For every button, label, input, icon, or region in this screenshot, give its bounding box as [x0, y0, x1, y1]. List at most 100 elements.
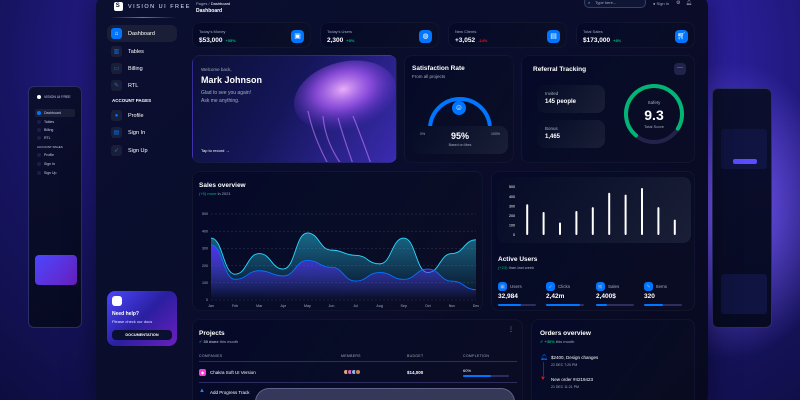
x-tick-label: Feb: [232, 304, 238, 308]
table-divider: [199, 382, 517, 383]
header-signin-link[interactable]: ● Sign In: [653, 1, 669, 6]
active-users-change: (+23): [498, 265, 508, 270]
cart-icon: 🛒︎: [675, 30, 688, 43]
metric-progress-bar: [498, 304, 536, 306]
search-icon: ⌕: [588, 0, 591, 5]
stat-change: +55%: [225, 38, 236, 43]
preview-logo-text: VISION UI FREE: [44, 95, 71, 99]
member-avatars: [343, 369, 361, 375]
projects-title: Projects: [199, 330, 225, 337]
documentation-button[interactable]: DOCUMENTATION: [112, 330, 172, 340]
projects-menu-button[interactable]: ⋮: [508, 327, 514, 333]
help-subtitle: Please check our docs: [112, 319, 153, 324]
y-tick-label: 100: [202, 281, 208, 285]
breadcrumb-current: Dashboard: [210, 1, 231, 6]
welcome-greeting: Welcome back,: [201, 67, 232, 72]
sales-overview-card: Sales overview (+5) more in 2021 500 400 3…: [192, 171, 483, 311]
preview-nav-tables: Tables: [37, 120, 54, 124]
breadcrumb: Pages / Dashboard: [196, 1, 230, 6]
active-users-subtitle: (+23) than last week: [498, 265, 534, 270]
preview-nav-label: Sign In: [44, 162, 55, 166]
more-options-button[interactable]: ···: [674, 63, 686, 75]
referral-invited-value: 145 people: [545, 99, 577, 105]
build-icon: ✎: [644, 282, 653, 291]
satisfaction-subtitle: From all projects: [412, 74, 446, 79]
build-icon: ✎: [111, 80, 122, 91]
breadcrumb-parent[interactable]: Pages /: [196, 1, 210, 6]
sales-year: in 2021: [217, 191, 231, 196]
welcome-name: Mark Johnson: [201, 75, 263, 85]
orders-subtitle: ✔ +30% this month: [540, 339, 574, 344]
column-header-budget: BUDGET: [407, 354, 424, 358]
logo-text: VISION UI FREE: [128, 3, 191, 10]
stat-value-row: 2,300 +5%: [327, 37, 354, 44]
x-tick-label: Sep: [401, 304, 407, 308]
sidebar-item-dashboard[interactable]: ⌂ Dashboard: [107, 25, 177, 42]
right-preview-screen: [712, 88, 772, 328]
safety-score-label: Total Score: [643, 124, 664, 129]
bar: [608, 192, 611, 235]
chart-icon: ▥: [111, 46, 122, 57]
metric-label: Items: [656, 284, 668, 289]
sidebar-item-profile[interactable]: ● Profile: [107, 107, 177, 124]
stat-value-row: +3,052 -14%: [455, 37, 487, 44]
y-tick-label: 400: [202, 229, 208, 233]
help-title: Need help?: [112, 311, 139, 317]
search-input[interactable]: ⌕ Type here...: [584, 0, 646, 8]
series-line: [210, 244, 477, 291]
bar: [542, 211, 545, 235]
brand-logo[interactable]: S VISION UI FREE: [114, 2, 191, 11]
orders-title: Orders overview: [540, 330, 591, 337]
order-title: New order #4219423: [551, 377, 594, 382]
sidebar-item-label: RTL: [128, 82, 139, 89]
sidebar-item-rtl[interactable]: ✎ RTL: [107, 77, 177, 94]
bar: [624, 194, 627, 235]
column-header-companies: COMPANIES: [199, 354, 223, 358]
x-tick-label: Jun: [329, 304, 335, 308]
y-tick-label: 300: [202, 247, 208, 251]
x-tick-label: Jan: [208, 304, 214, 308]
sidebar-item-signup[interactable]: ➶ Sign Up: [107, 142, 177, 159]
logo-mark-icon: S: [114, 2, 123, 11]
safety-score-ring: [624, 84, 684, 144]
html5-icon: ▼: [540, 376, 546, 382]
welcome-card: Welcome back, Mark Johnson Glad to see y…: [192, 55, 397, 163]
stat-label: New Clients: [455, 29, 477, 34]
tap-to-record-label: Tap to record: [201, 148, 225, 153]
bar: [526, 204, 529, 235]
jellyfish-image: [294, 60, 396, 162]
preview-nav-billing: Billing: [37, 128, 53, 132]
x-tick-label: May: [304, 304, 311, 308]
sidebar-item-tables[interactable]: ▥ Tables: [107, 43, 177, 60]
active-users-change-suffix: than last week: [508, 265, 535, 270]
cart-icon: 🛒︎: [596, 282, 605, 291]
sidebar-item-billing[interactable]: ▭ Billing: [107, 60, 177, 77]
sidebar-item-label: Dashboard: [128, 30, 155, 37]
sidebar-item-signin[interactable]: ▤ Sign In: [107, 124, 177, 141]
orders-overview-card: Orders overview ✔ +30% this month 🔔︎ $24…: [531, 319, 695, 400]
stat-value: $53,000: [199, 37, 223, 44]
sidebar-section-label: ACCOUNT PAGES: [112, 98, 152, 103]
y-tick-label: 300: [509, 204, 515, 208]
gear-icon[interactable]: ⚙: [676, 0, 681, 6]
metric-value: 32,984: [498, 293, 518, 300]
preview-bar-chart: [721, 274, 767, 314]
search-placeholder: Type here...: [595, 0, 617, 5]
bar: [575, 211, 578, 235]
wallet-icon: ▣: [291, 30, 304, 43]
preview-nav-label: Billing: [44, 128, 54, 132]
referral-title: Referral Tracking: [533, 66, 587, 73]
bell-icon[interactable]: 🔔︎: [686, 0, 693, 6]
stat-value-row: $173,000 +8%: [583, 37, 621, 44]
metric-progress-fill: [498, 304, 521, 306]
document-icon: ▤: [547, 30, 560, 43]
x-tick-label: Apr: [280, 304, 286, 308]
stat-card-sales: Total Sales $173,000 +8% 🛒︎: [576, 22, 695, 48]
order-title: $2400, Design changes: [551, 355, 599, 360]
orders-change-suffix: this month: [555, 339, 575, 344]
safety-score: 9.3: [644, 107, 664, 123]
completion-bar: [463, 375, 509, 377]
tap-to-record-link[interactable]: Tap to record →: [201, 148, 229, 153]
home-icon: ⌂: [111, 28, 122, 39]
